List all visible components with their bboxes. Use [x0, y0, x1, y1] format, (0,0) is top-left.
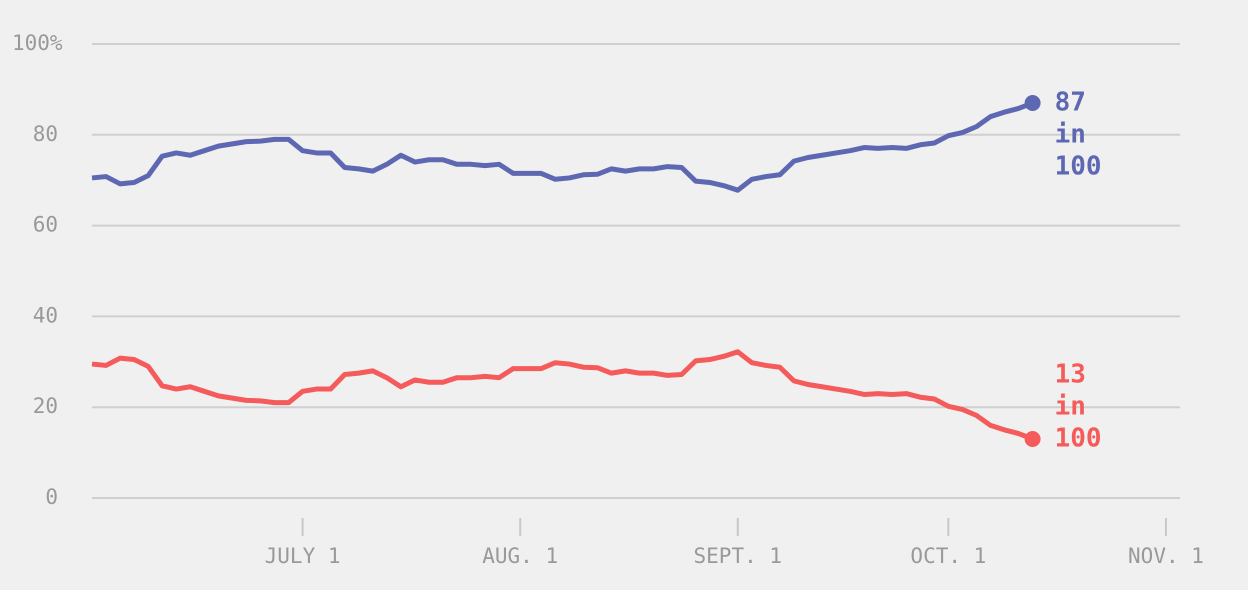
x-tick-label: SEPT. 1 — [694, 544, 783, 568]
end-label: in — [1055, 120, 1086, 150]
y-tick-label: 0 — [45, 485, 58, 509]
series-line — [91, 349, 1034, 442]
end-label: 13 — [1055, 359, 1086, 389]
x-tick-label: AUG. 1 — [482, 544, 558, 568]
end-dot — [1024, 95, 1041, 112]
end-dot — [1024, 430, 1041, 447]
end-label: in — [1055, 391, 1086, 421]
x-tick-label: JULY 1 — [265, 544, 341, 568]
x-tick-label: NOV. 1 — [1128, 544, 1204, 568]
series-line — [91, 100, 1034, 193]
y-tick-label: 60 — [33, 213, 58, 237]
y-tick-label: 100% — [12, 31, 63, 55]
end-label: 87 — [1055, 88, 1086, 118]
y-tick-label: 20 — [33, 394, 58, 418]
x-tick-label: OCT. 1 — [910, 544, 986, 568]
end-label: 100 — [1055, 423, 1102, 453]
y-tick-label: 80 — [33, 122, 58, 146]
y-tick-label: 40 — [33, 303, 58, 327]
end-label: 100 — [1055, 152, 1102, 182]
